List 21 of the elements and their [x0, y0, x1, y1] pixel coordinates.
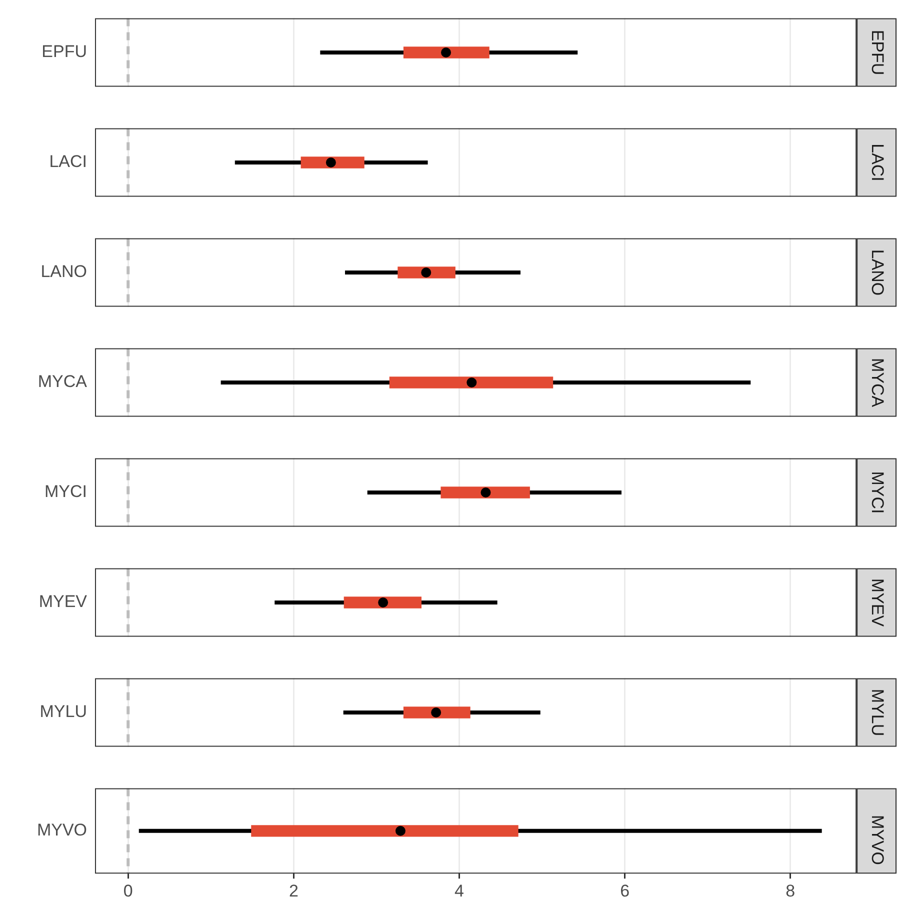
text: MYCA — [868, 358, 888, 408]
x-tick-label: 2 — [288, 881, 298, 900]
text: EPFU — [868, 30, 888, 76]
text: LANO — [868, 249, 888, 296]
y-tick-label: MYVO — [36, 820, 87, 840]
text: MYEV — [868, 578, 888, 628]
x-tick-label: 0 — [123, 881, 133, 900]
text: MYVO — [868, 814, 888, 866]
y-tick-label: MYCI — [44, 482, 87, 502]
x-tick-label: 8 — [786, 881, 796, 900]
text: MYLU — [868, 688, 888, 736]
y-tick-label: MYCA — [38, 372, 88, 392]
text: LACI — [868, 144, 888, 182]
y-tick-label: MYEV — [38, 592, 88, 612]
y-tick-label: MYLU — [40, 702, 87, 722]
y-tick-label: LANO — [40, 262, 87, 282]
text: MYCI — [868, 471, 888, 514]
y-tick-label: EPFU — [42, 42, 87, 62]
x-tick-label: 4 — [454, 881, 464, 900]
x-tick-label: 6 — [620, 881, 630, 900]
y-tick-label: LACI — [49, 152, 87, 172]
